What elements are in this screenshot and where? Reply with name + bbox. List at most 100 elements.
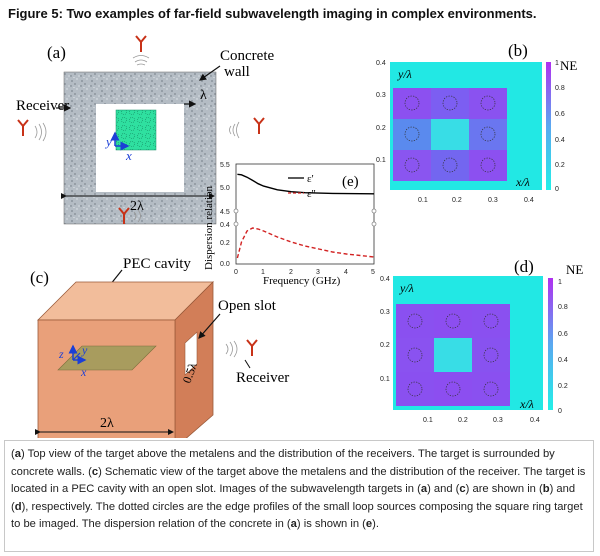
antenna-icon — [118, 207, 130, 224]
receiver-pointer — [244, 359, 251, 369]
chart-e-xlabel: Frequency (GHz) — [263, 275, 341, 287]
pec-cube-front — [37, 319, 176, 438]
width-label-c: 2λ — [100, 416, 114, 431]
chart-e-xtick: 1 — [261, 269, 265, 276]
panel-e-label: (e) — [342, 174, 359, 190]
map-b-xtick: 0.2 — [452, 197, 462, 204]
colorbar-d-tick: 0.4 — [558, 357, 568, 364]
chart-e-xtick: 4 — [344, 269, 348, 276]
figure-area: (a) y x λ 2λ Concrete wall Receiver — [16, 35, 583, 438]
caption-text: (a) Top view of the target above the met… — [11, 448, 586, 531]
signal-waves-icon — [133, 209, 141, 223]
series-line-1 — [237, 173, 375, 195]
colorbar-b-tick: 0 — [555, 186, 559, 193]
map-d-ytick: 0.4 — [380, 276, 390, 283]
source-dotted-circles — [404, 95, 496, 173]
open-slot-pointer — [198, 313, 221, 339]
map-d-ylabel: y/λ — [399, 281, 414, 295]
axis-break-marker — [371, 221, 377, 227]
chart-frame — [235, 163, 375, 265]
map-b-ring — [393, 88, 507, 181]
receiver-label-a: Receiver — [16, 98, 69, 114]
chart-e-marks — [233, 173, 377, 259]
colorbar-b-tick: 1 — [555, 60, 559, 67]
figure-title: Figure 5: Two examples of far-field subw… — [8, 6, 537, 21]
map-b-ylabel: y/λ — [397, 67, 412, 81]
concrete-pointer — [199, 65, 221, 81]
panel-c: (c) PEC cavity z y x 2λ 0.5λ Open slot — [30, 256, 289, 438]
legend-eps2: ε'' — [307, 188, 316, 200]
map-b-ytick: 0.1 — [376, 157, 386, 164]
panel-d: (d) y/λ x/λ 0.4 0.3 0.2 0.1 0.1 0.2 — [380, 257, 583, 424]
colorbar-b-tick: 0.8 — [555, 85, 565, 92]
map-b-ytick: 0.3 — [376, 92, 386, 99]
chart-e-ytick: 0.0 — [220, 261, 230, 268]
axes-icon — [68, 344, 87, 365]
axis-y-label-a: y — [104, 134, 112, 149]
map-b-ytick: 0.4 — [376, 60, 386, 67]
pec-cavity-label: PEC cavity — [123, 256, 191, 272]
antenna-icon — [17, 119, 29, 136]
axis-break-marker — [371, 208, 377, 214]
colorbar-b-title: NE — [560, 58, 577, 73]
chart-e-xtick: 3 — [316, 269, 320, 276]
chart-e-ytick: 4.5 — [220, 209, 230, 216]
panel-e: (e) ε' ε'' 5.5 5.0 4.5 0.4 0.2 0.0 0 1 2… — [203, 162, 377, 287]
colorbar-b-tick: 0.4 — [555, 137, 565, 144]
map-d-xtick: 0.1 — [423, 417, 433, 424]
axis-y-label-c: y — [81, 343, 88, 357]
panel-a-label: (a) — [47, 43, 66, 62]
chart-e-xtick: 2 — [289, 269, 293, 276]
colorbar-d-tick: 0 — [558, 408, 562, 415]
antenna-icon — [253, 117, 265, 134]
legend-eps1: ε' — [307, 173, 314, 185]
map-b-xtick: 0.3 — [488, 197, 498, 204]
axes-icon — [110, 131, 130, 151]
panel-b-label: (b) — [508, 41, 528, 60]
source-dotted-circles — [407, 313, 499, 397]
axis-x-label-a: x — [125, 148, 132, 163]
antenna-icon — [246, 339, 258, 356]
panel-d-label: (d) — [514, 257, 534, 276]
target-grid — [115, 109, 157, 151]
concrete-label-2: wall — [224, 64, 250, 80]
panel-c-label: (c) — [30, 268, 49, 287]
signal-waves-icon — [225, 340, 238, 358]
map-d-xlabel: x/λ — [519, 397, 534, 411]
open-slot-label: Open slot — [218, 298, 277, 314]
width-label-a: 2λ — [130, 199, 144, 214]
map-d-ring — [396, 304, 510, 406]
chart-e-xtick: 5 — [371, 269, 375, 276]
colorbar-d-tick: 0.8 — [558, 304, 568, 311]
map-d-ytick: 0.1 — [380, 376, 390, 383]
open-slot — [184, 331, 198, 376]
signal-waves-icon — [229, 121, 240, 139]
chart-e-ytick: 0.4 — [220, 222, 230, 229]
map-d-xtick: 0.2 — [458, 417, 468, 424]
axis-z-label-c: z — [58, 347, 64, 361]
concrete-label-1: Concrete — [220, 48, 274, 64]
map-b-xlabel: x/λ — [515, 175, 530, 189]
colorbar-d-tick: 0.6 — [558, 331, 568, 338]
lambda-label: λ — [200, 88, 207, 103]
colorbar-d-tick: 1 — [558, 279, 562, 286]
map-d-ytick: 0.3 — [380, 309, 390, 316]
axis-break-marker — [233, 208, 239, 214]
map-b-ytick: 0.2 — [376, 125, 386, 132]
map-b-xtick: 0.4 — [524, 197, 534, 204]
map-d-xtick: 0.3 — [493, 417, 503, 424]
signal-waves-icon — [34, 122, 47, 142]
axis-break-marker — [233, 221, 239, 227]
chart-e-ytick: 5.5 — [220, 162, 230, 169]
slot-size-label: 0.5λ — [180, 361, 200, 386]
chart-e-legend: ε' ε'' — [288, 173, 316, 200]
chart-e-xtick: 0 — [234, 269, 238, 276]
chart-e-ytick: 5.0 — [220, 185, 230, 192]
antenna-icon — [135, 35, 147, 52]
receiver-label-c: Receiver — [236, 370, 289, 386]
chart-e-ytick: 0.2 — [220, 240, 230, 247]
chart-e-ylabel: Dispersion relation — [203, 185, 215, 270]
colorbar-b — [546, 62, 551, 190]
panel-a: (a) y x λ 2λ Concrete wall Receiver — [16, 35, 274, 225]
map-d-ytick: 0.2 — [380, 342, 390, 349]
